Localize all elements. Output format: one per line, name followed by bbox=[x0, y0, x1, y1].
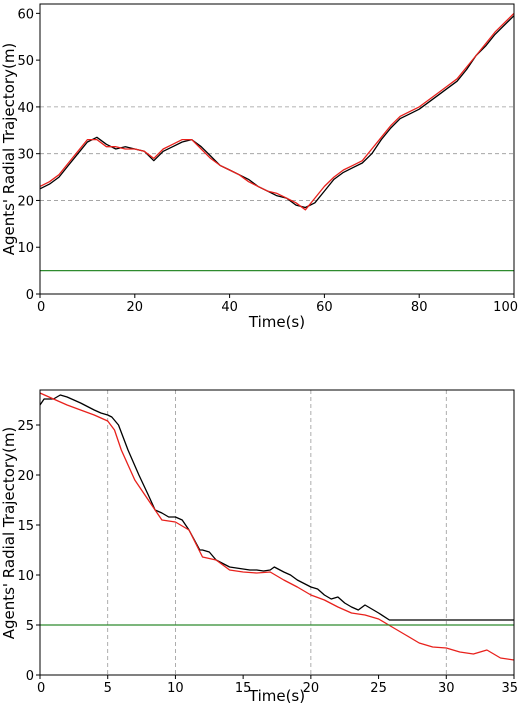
chart-bottom: 0 5 10 15 20 25 30 35 0 5 10 15 20 25 Time(s) Agents' R… bbox=[0, 389, 518, 705]
y-tick-label: 20 bbox=[17, 469, 34, 484]
y-tick-label: 15 bbox=[17, 519, 34, 534]
x-tick-label: 25 bbox=[370, 681, 387, 696]
y-tick-label: 60 bbox=[17, 7, 34, 22]
y-tick-label: 10 bbox=[17, 241, 34, 256]
y-axis-title: Agents' Radial Trajectory(m) bbox=[0, 43, 18, 256]
x-tick-label: 100 bbox=[493, 300, 518, 315]
x-tick-label: 15 bbox=[235, 681, 252, 696]
x-tick-label: 40 bbox=[221, 300, 238, 315]
y-tick-label: 0 bbox=[26, 669, 34, 684]
y-tick-label: 5 bbox=[26, 619, 34, 634]
y-tick-label: 30 bbox=[17, 148, 34, 163]
plot-frame bbox=[39, 389, 515, 676]
series-line-0 bbox=[39, 394, 514, 621]
y-tick-label: 25 bbox=[17, 419, 34, 434]
x-tick-label: 5 bbox=[104, 681, 112, 696]
x-tick-label: 20 bbox=[303, 681, 320, 696]
x-tick-label: 0 bbox=[37, 681, 45, 696]
x-axis-title: Time(s) bbox=[248, 687, 305, 705]
x-tick-label: 20 bbox=[127, 300, 144, 315]
y-axis-title: Agents' Radial Trajectory(m) bbox=[0, 427, 18, 640]
x-tick-label: 60 bbox=[316, 300, 333, 315]
x-tick-label: 10 bbox=[167, 681, 184, 696]
y-tick-label: 40 bbox=[17, 101, 34, 116]
chart-top: 0 20 40 60 80 100 0 10 20 30 40 50 60 Time(s) Agents' … bbox=[0, 3, 518, 331]
plot-frame bbox=[39, 3, 515, 295]
y-tick-label: 20 bbox=[17, 194, 34, 209]
y-tick-label: 0 bbox=[26, 288, 34, 303]
series-line-1 bbox=[39, 12, 515, 211]
series-line-0 bbox=[39, 15, 515, 209]
x-tick-label: 30 bbox=[438, 681, 455, 696]
y-tick-label: 10 bbox=[17, 569, 34, 584]
x-tick-label: 80 bbox=[411, 300, 428, 315]
x-tick-label: 35 bbox=[501, 681, 518, 696]
y-tick-label: 50 bbox=[17, 54, 34, 69]
series-line-1 bbox=[39, 392, 515, 661]
x-axis-title: Time(s) bbox=[248, 313, 305, 331]
x-tick-label: 0 bbox=[37, 300, 45, 315]
